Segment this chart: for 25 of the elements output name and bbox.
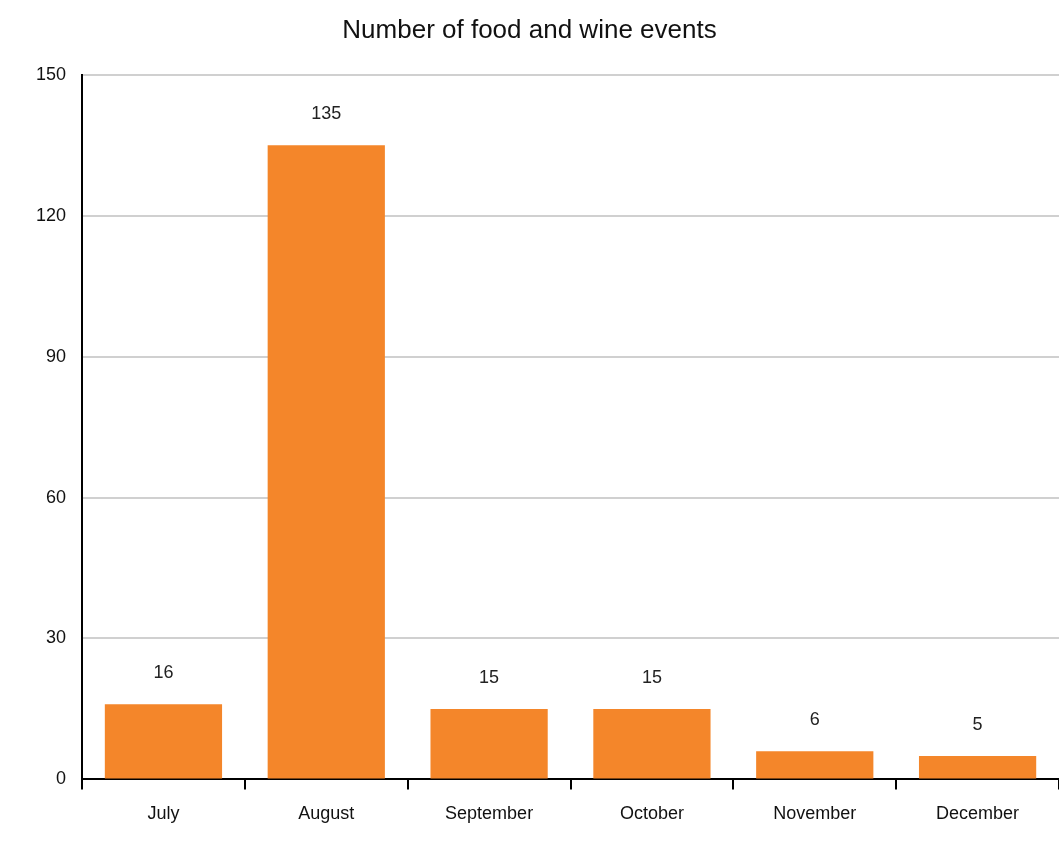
data-label: 5 — [972, 713, 983, 734]
bar — [104, 704, 223, 779]
y-tick-label: 120 — [35, 204, 67, 225]
bar — [593, 708, 711, 779]
y-tick-label: 60 — [46, 486, 67, 507]
x-tick-label: July — [147, 803, 180, 824]
bar — [430, 708, 548, 779]
data-label: 6 — [809, 709, 820, 730]
data-label: 135 — [311, 103, 342, 124]
chart-title: Number of food and wine events — [341, 14, 718, 46]
data-label: 16 — [153, 662, 174, 683]
y-tick-label: 150 — [35, 63, 67, 84]
y-tick-label: 30 — [46, 627, 67, 648]
x-tick-label: September — [445, 803, 534, 824]
bar — [756, 751, 874, 779]
x-tick-label: December — [936, 803, 1020, 824]
y-tick-label: 90 — [46, 345, 67, 366]
x-tick-label: November — [773, 803, 857, 824]
x-tick-label: October — [619, 803, 684, 824]
data-label: 15 — [641, 666, 662, 687]
bar — [267, 145, 385, 779]
data-label: 15 — [479, 666, 500, 687]
bar — [918, 755, 1037, 779]
x-tick-label: August — [298, 803, 355, 824]
y-tick-label: 0 — [56, 768, 67, 789]
